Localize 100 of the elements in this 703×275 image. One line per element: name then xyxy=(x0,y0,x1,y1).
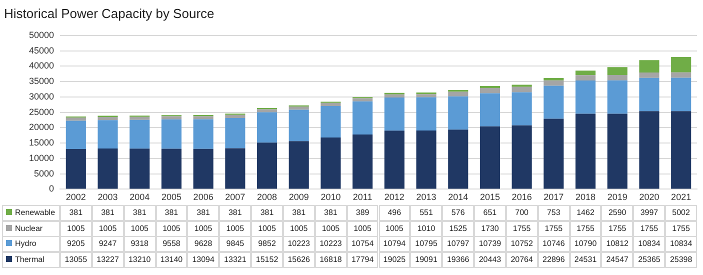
bar xyxy=(575,114,596,189)
bar xyxy=(66,118,86,121)
data-label: 1005 xyxy=(187,220,220,237)
bar xyxy=(225,114,246,118)
data-label: 1730 xyxy=(474,220,506,237)
legend-label: Thermal xyxy=(15,254,44,264)
data-label: 496 xyxy=(378,205,410,222)
bar xyxy=(607,75,628,80)
data-label: 13210 xyxy=(124,252,156,268)
bar xyxy=(352,101,373,134)
data-label: 13227 xyxy=(92,252,124,268)
data-label: 16818 xyxy=(314,252,347,268)
data-label: 10834 xyxy=(633,236,666,252)
bar xyxy=(98,120,118,149)
bar xyxy=(66,149,86,189)
data-label: 9205 xyxy=(60,236,92,252)
y-tick-label: 0 xyxy=(48,184,54,194)
bar xyxy=(320,102,341,106)
data-label: 1005 xyxy=(251,220,283,237)
data-label: 1755 xyxy=(506,220,538,237)
data-label: 13140 xyxy=(156,252,188,268)
bar xyxy=(575,75,596,81)
data-label: 1005 xyxy=(314,220,347,237)
x-tick-label: 2011 xyxy=(352,192,372,202)
data-label: 15626 xyxy=(282,252,315,268)
data-label: 10797 xyxy=(442,236,474,252)
bar xyxy=(448,92,468,96)
legend-label: Renewable xyxy=(15,208,56,218)
data-label: 24547 xyxy=(601,252,634,268)
bar xyxy=(256,142,278,189)
bar xyxy=(416,97,436,130)
data-label: 10794 xyxy=(378,236,410,252)
data-label: 381 xyxy=(219,205,252,222)
data-label: 10812 xyxy=(601,236,634,252)
data-label: 24531 xyxy=(570,252,602,268)
legend-label: Hydro xyxy=(15,239,36,248)
x-tick-label: 2013 xyxy=(416,192,436,202)
data-label: 25398 xyxy=(665,252,697,268)
bar xyxy=(256,109,278,112)
data-label: 1755 xyxy=(633,220,666,237)
bar xyxy=(320,106,341,138)
y-tick-label: 10000 xyxy=(28,152,54,163)
bar xyxy=(161,148,182,189)
y-tick-label: 5000 xyxy=(34,168,54,178)
data-label: 381 xyxy=(124,205,156,222)
bar xyxy=(607,80,628,114)
y-tick-label: 25000 xyxy=(28,106,54,117)
data-label: 19091 xyxy=(410,252,442,268)
data-label: 9318 xyxy=(124,236,156,252)
bar xyxy=(130,116,150,120)
data-label: 20443 xyxy=(474,252,506,268)
bar xyxy=(671,78,692,112)
data-label: 1005 xyxy=(219,220,252,237)
bar xyxy=(98,148,118,189)
bar xyxy=(256,112,278,143)
x-tick-label: 2006 xyxy=(193,192,214,202)
x-tick-label: 2015 xyxy=(480,192,500,202)
data-label: 13321 xyxy=(219,252,252,268)
data-label: 389 xyxy=(346,205,378,222)
data-label: 1005 xyxy=(378,220,410,237)
y-tick-label: 45000 xyxy=(28,45,54,56)
data-label: 10746 xyxy=(538,236,570,252)
data-label: 9852 xyxy=(251,236,283,252)
x-tick-label: 2012 xyxy=(384,192,404,202)
legend-label: Nuclear xyxy=(15,224,43,233)
x-tick-label: 2017 xyxy=(544,192,564,202)
bar xyxy=(607,67,628,76)
bar xyxy=(448,96,468,130)
data-label: 1005 xyxy=(92,220,124,237)
data-label: 17794 xyxy=(346,252,378,268)
x-tick-label: 2004 xyxy=(130,192,150,202)
data-label: 1010 xyxy=(410,220,442,237)
bar xyxy=(480,93,500,126)
x-tick-label: 2002 xyxy=(66,192,86,202)
data-label: 576 xyxy=(442,205,474,222)
data-label: 381 xyxy=(92,205,124,222)
data-label: 1755 xyxy=(570,220,602,237)
bar xyxy=(480,126,500,189)
bar xyxy=(66,120,86,150)
y-tick-label: 20000 xyxy=(28,122,54,132)
data-label: 9247 xyxy=(92,236,124,252)
y-tick-label: 30000 xyxy=(28,91,54,102)
bar xyxy=(193,116,214,120)
data-label: 10834 xyxy=(665,236,697,252)
data-label: 1005 xyxy=(282,220,315,237)
bar xyxy=(130,120,150,149)
data-label: 381 xyxy=(60,205,92,222)
bar xyxy=(544,118,564,189)
data-label: 19025 xyxy=(378,252,410,268)
data-label: 9628 xyxy=(187,236,220,252)
y-tick-label: 50000 xyxy=(28,30,54,40)
data-label: 10754 xyxy=(346,236,378,252)
bar xyxy=(575,80,596,114)
data-label: 381 xyxy=(156,205,188,222)
bar xyxy=(416,130,436,189)
bar xyxy=(671,56,692,72)
bar xyxy=(98,116,118,120)
data-label: 25365 xyxy=(633,252,666,268)
x-tick-label: 2014 xyxy=(448,192,468,202)
x-tick-label: 2010 xyxy=(320,192,341,202)
